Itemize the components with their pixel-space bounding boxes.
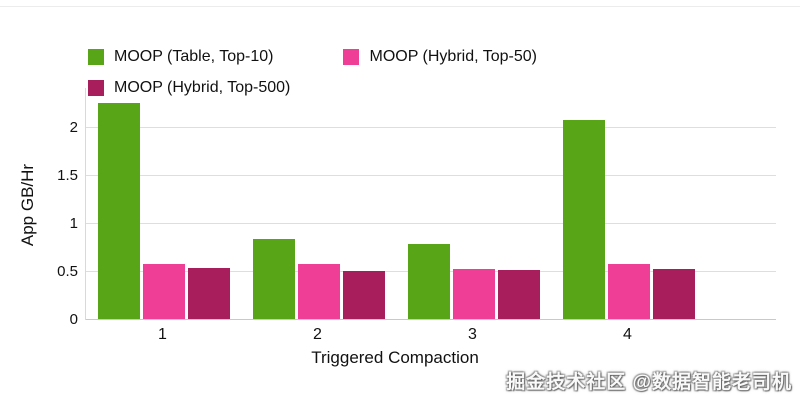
chart-legend: MOOP (Table, Top-10) MOOP (Hybrid, Top-5… — [88, 48, 628, 97]
y-axis-title: App GB/Hr — [18, 163, 37, 247]
legend-item-hybrid-top500: MOOP (Hybrid, Top-500) — [88, 79, 290, 97]
y-tick-label: 1 — [69, 215, 78, 232]
bar — [252, 239, 295, 319]
x-tick-label: 4 — [623, 326, 632, 343]
plot-area: 0 0.5 1 1.5 2 — [57, 87, 776, 328]
bar — [562, 120, 605, 319]
x-tick-label: 1 — [158, 326, 167, 343]
legend-swatch-green — [88, 49, 104, 65]
bar-group-3 — [407, 244, 540, 319]
legend-item-table-top10: MOOP (Table, Top-10) — [88, 48, 273, 66]
legend-label: MOOP (Hybrid, Top-500) — [114, 79, 291, 96]
y-tick-label: 1.5 — [57, 167, 78, 184]
bar-groups — [86, 87, 706, 319]
x-axis-ticks: 1 2 3 4 — [85, 326, 705, 344]
legend-label: MOOP (Hybrid, Top-50) — [369, 48, 537, 65]
y-tick-label: 2 — [69, 119, 78, 136]
bar — [497, 270, 540, 319]
gridline-1.5 — [86, 175, 776, 176]
bar — [297, 264, 340, 319]
x-axis-title: Triggered Compaction — [311, 348, 479, 367]
bar — [652, 269, 695, 319]
legend-swatch-dark-pink — [88, 80, 104, 96]
legend-swatch-pink — [343, 49, 360, 65]
x-tick-label: 3 — [468, 326, 477, 343]
bar — [187, 268, 230, 319]
gridline-0 — [86, 319, 776, 320]
bar-group-2 — [252, 239, 385, 319]
top-divider — [0, 6, 800, 7]
legend-item-hybrid-top50: MOOP (Hybrid, Top-50) — [343, 48, 537, 66]
bar-group-1 — [97, 103, 230, 319]
bar — [607, 264, 650, 319]
bar — [142, 264, 185, 319]
legend-label: MOOP (Table, Top-10) — [114, 48, 274, 65]
gridline-1 — [86, 223, 776, 224]
bar-group-4 — [562, 120, 695, 319]
bar — [407, 244, 450, 319]
bar — [97, 103, 140, 319]
gridline-2 — [86, 127, 776, 128]
y-tick-label: 0 — [69, 311, 78, 328]
bar — [342, 271, 385, 319]
y-tick-label: 0.5 — [57, 263, 78, 280]
x-tick-label: 2 — [313, 326, 322, 343]
bar — [452, 269, 495, 319]
watermark-text: 掘金技术社区 @数据智能老司机 — [506, 372, 792, 393]
